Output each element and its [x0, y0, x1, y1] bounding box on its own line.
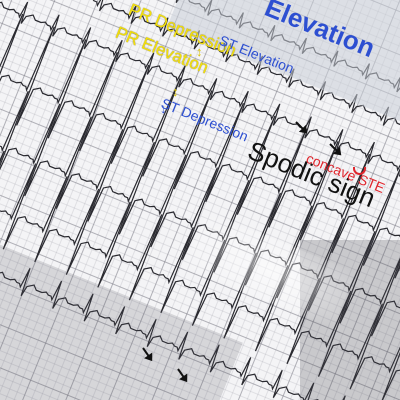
down-arrow-icon: ↓: [160, 101, 167, 116]
yellow-arrow-icon: ↕: [172, 84, 179, 99]
ecg-lead-trace: [0, 99, 400, 400]
ecg-lead-trace: [0, 191, 400, 400]
up-arrow-icon: ↑: [221, 38, 228, 53]
yellow-arrow-icon: ↕: [196, 44, 203, 59]
ecg-lead-trace: [0, 39, 400, 388]
smile-icon: [353, 167, 366, 175]
ecg-lead-trace: [0, 0, 400, 330]
